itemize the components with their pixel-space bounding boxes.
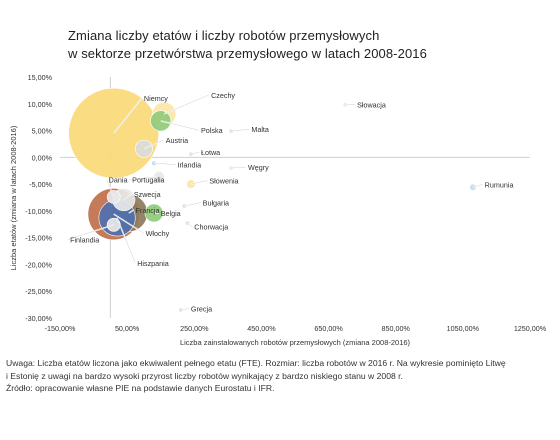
leader-line: [184, 202, 201, 207]
note-line-2: i Estonię z uwagi na bardzo wysoki przyr…: [6, 371, 403, 381]
note-line-1: Uwaga: Liczba etatów liczona jako ekwiwa…: [6, 358, 506, 368]
y-tick-label: -25,00%: [25, 287, 52, 296]
point-label: Łotwa: [201, 148, 220, 157]
bubble-chart: 15,00% 10,00% 5,00% 0,00% -5,00% -10,00% -15,0…: [9, 73, 547, 347]
y-tick-label: 5,00%: [32, 127, 53, 136]
point-label: Bułgaria: [203, 199, 229, 208]
point-label: Finlandia: [70, 235, 99, 244]
note-text: Uwaga: Liczba etatów liczona jako ekwiwa…: [6, 357, 506, 383]
point-label: Portugalia: [132, 176, 164, 185]
point-label: Słowenia: [209, 177, 238, 186]
x-tick-label: -150,00%: [45, 324, 76, 333]
source-line: Źródło: opracowanie własne PIE na podsta…: [6, 383, 275, 393]
y-tick-label: -15,00%: [25, 234, 52, 243]
leader-line: [116, 217, 136, 264]
leader-line: [106, 179, 114, 198]
y-tick-label: 15,00%: [28, 73, 53, 82]
x-tick-label: 1250,00%: [514, 324, 547, 333]
point-label: Włochy: [146, 229, 170, 238]
point-label: Czechy: [211, 91, 235, 100]
y-tick-label: 0,00%: [32, 153, 53, 162]
leader-line: [180, 308, 189, 311]
leader-line: [128, 209, 134, 214]
leader-line: [123, 193, 133, 200]
y-tick-label: -10,00%: [25, 207, 52, 216]
point-label: Hiszpania: [137, 259, 169, 268]
x-tick-label: 850,00%: [382, 324, 411, 333]
point-label: Niemcy: [144, 94, 168, 103]
x-tick-label: 50,00%: [115, 324, 140, 333]
point-label: Irlandia: [178, 161, 202, 170]
leader-line: [130, 176, 160, 180]
chart-title-line2: w sektorze przetwórstwa przemysłowego w …: [68, 46, 427, 61]
y-tick-label: 10,00%: [28, 100, 53, 109]
x-tick-label: 450,00%: [247, 324, 276, 333]
y-tick-label: -20,00%: [25, 260, 52, 269]
bubbles: [68, 87, 477, 313]
chart-title-line1: Zmiana liczby etatów i liczby robotów pr…: [68, 28, 380, 43]
point-label: Chorwacja: [194, 223, 228, 232]
x-tick-label: 650,00%: [314, 324, 343, 333]
y-tick-label: -30,00%: [25, 314, 52, 323]
leader-line: [153, 162, 176, 165]
leader-line: [163, 94, 210, 115]
point-label: Słowacja: [357, 101, 386, 110]
leader-line: [190, 180, 208, 185]
leader-line: [113, 213, 144, 234]
leader-line: [231, 128, 250, 132]
leader-line: [113, 97, 143, 134]
point-label: Węgry: [248, 163, 269, 172]
point-label: Dania: [109, 176, 128, 185]
point-label: Belgia: [161, 209, 181, 218]
leader-line: [160, 120, 200, 131]
point-label: Malta: [251, 125, 269, 134]
point-label: Polska: [201, 126, 223, 135]
leader-line: [190, 151, 200, 155]
leader-line: [187, 223, 193, 227]
point-label: Francja: [136, 206, 160, 215]
x-axis-title: Liczba zainstalowanych robotów przemysło…: [180, 338, 411, 347]
data-labels: Niemcy Czechy Słowacja Polska Malta Austria Ło…: [67, 91, 514, 314]
leader-line: [231, 166, 247, 169]
point-label: Szwecja: [134, 190, 161, 199]
leader-line: [67, 224, 114, 240]
y-axis-title: Liczba etatów (zmiana w latach 2008-2016…: [9, 125, 18, 270]
source-text: Źródło: opracowanie własne PIE na podsta…: [6, 382, 274, 395]
leader-line: [472, 184, 483, 188]
x-tick-label: 250,00%: [180, 324, 209, 333]
point-label: Austria: [166, 136, 188, 145]
leader-line: [143, 139, 164, 149]
x-tick-label: 1050,00%: [447, 324, 480, 333]
y-tick-label: -5,00%: [29, 180, 52, 189]
point-label: Grecja: [191, 305, 212, 314]
point-label: Rumunia: [485, 180, 514, 189]
